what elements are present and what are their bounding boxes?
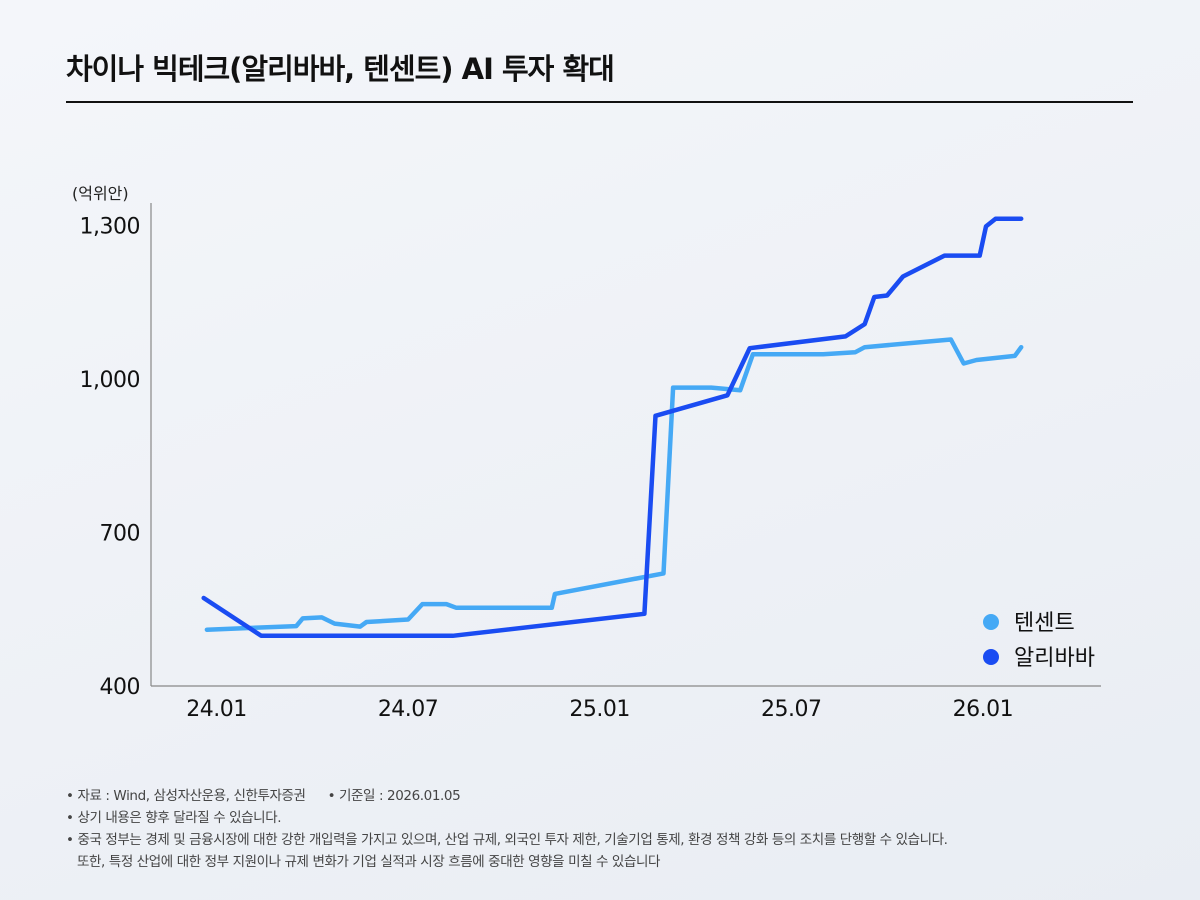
source-note: • 자료 : Wind, 삼성자산운용, 신한투자증권 bbox=[66, 788, 306, 804]
legend-label-alibaba: 알리바바 bbox=[1014, 646, 1095, 671]
legend-marker-alibaba bbox=[983, 649, 999, 665]
title-divider bbox=[66, 101, 1133, 103]
x-tick-label: 25.01 bbox=[569, 697, 629, 722]
legend-label-tencent: 텐센트 bbox=[1014, 611, 1075, 636]
line-chart: (억위안) 400 700 1,000 1,300 24.01 24.07 25.01 25.0… bbox=[72, 184, 1101, 722]
y-tick-label: 700 bbox=[100, 521, 141, 546]
y-unit-label: (억위안) bbox=[72, 184, 129, 203]
series-line-alibaba bbox=[201, 216, 1024, 639]
y-tick-label: 400 bbox=[100, 675, 141, 700]
legend-marker-tencent bbox=[983, 614, 999, 630]
footnotes: • 자료 : Wind, 삼성자산운용, 신한투자증권 • 기준일 : 2026.… bbox=[66, 785, 1166, 873]
risk-note: • 중국 정부는 경제 및 금융시장에 대한 강한 개입력을 가지고 있으며, … bbox=[66, 832, 948, 848]
x-tick-label: 25.07 bbox=[761, 697, 821, 722]
risk-note-continued: 또한, 특정 산업에 대한 정부 지원이나 규제 변화가 기업 실적과 시장 흐… bbox=[77, 854, 661, 870]
y-tick-label: 1,300 bbox=[80, 214, 140, 239]
x-tick-label: 24.01 bbox=[186, 697, 246, 722]
x-tick-label: 24.07 bbox=[378, 697, 438, 722]
chart-title: 차이나 빅테크(알리바바, 텐센트) AI 투자 확대 bbox=[66, 52, 615, 86]
y-tick-label: 1,000 bbox=[80, 368, 140, 393]
series-line-tencent bbox=[204, 337, 1024, 632]
x-tick-label: 26.01 bbox=[953, 697, 1013, 722]
disclaimer-note: • 상기 내용은 향후 달라질 수 있습니다. bbox=[66, 810, 282, 826]
base-date-note: • 기준일 : 2026.01.05 bbox=[327, 788, 461, 804]
